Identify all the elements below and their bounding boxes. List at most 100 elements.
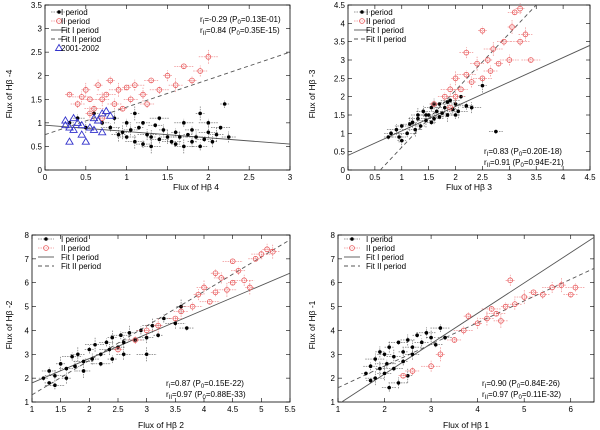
y-tick-label: 3 [341,56,346,65]
point-period1 [156,333,160,338]
point-period2 [512,301,518,307]
point-period2 [119,105,126,112]
x-tick-label: 2 [453,173,458,182]
point-period1 [64,376,69,380]
point-2001-2002 [101,106,111,115]
point-period2 [144,101,150,107]
point-period1 [413,127,418,132]
point-period1 [127,331,132,335]
point-2001-2002 [65,123,74,131]
point-period2 [206,298,213,305]
point-period1 [480,83,485,88]
point-period2 [269,248,276,255]
legend-hb2: I period II period Fit I period Fit II p… [61,235,101,271]
point-period1 [110,357,115,361]
point-period1 [153,123,158,128]
point-period1 [424,331,429,335]
point-2001-2002 [81,137,91,145]
point-period1 [368,378,373,383]
legend-label-period2: II period [61,17,90,26]
point-period1 [437,115,442,119]
point-period1 [190,139,194,144]
point-period1 [141,142,145,146]
point-period1 [124,135,129,139]
point-period1 [93,342,97,347]
point-period2 [463,71,470,78]
point-period2 [488,306,495,312]
point-period1 [99,352,103,357]
point-period1 [385,362,389,366]
x-tick-label: 3.5 [170,405,182,414]
x-tick-label: 5 [522,405,527,414]
plot-marks-hb1: 1 2 3 4 5 6 1 2 3 4 5 6 7 8 [331,231,595,414]
point-period2 [400,372,406,379]
point-period1 [41,376,46,380]
x-tick-label: 2 [87,405,92,414]
point-period1 [434,109,439,114]
point-period2 [235,267,242,274]
point-period2 [517,5,523,12]
point-period2 [189,303,196,310]
y-tick-label: 2 [331,374,336,383]
x-tick-label: 1.5 [55,405,67,414]
legend-label-period2: II period [366,17,395,26]
point-period1 [210,139,215,144]
point-period2 [409,368,416,374]
y-tick-label: 4 [331,326,336,335]
point-period1 [437,102,442,106]
point-period1 [410,345,415,349]
point-2001-2002 [89,113,99,122]
point-period1 [110,335,115,340]
y-tick-label: 6 [25,279,30,288]
legend-label-period1: I period [61,235,88,244]
point-period2 [487,68,494,74]
point-period2 [507,277,514,284]
point-period1 [401,359,405,364]
point-period1 [87,347,92,352]
point-period1 [453,102,458,106]
point-period2 [567,291,574,298]
point-period1 [133,338,137,342]
point-period2 [148,77,154,84]
point-period2 [458,86,464,93]
point-period1 [464,104,469,108]
point-period1 [433,342,438,347]
point-period1 [53,383,57,388]
point-period1 [75,116,80,120]
point-period2 [252,256,259,262]
point-period2 [229,258,236,265]
point-period2 [511,9,518,16]
point-period1 [177,135,182,139]
point-period2 [195,291,202,298]
x-tick-label: 4 [561,173,566,182]
legend-label-fit1: Fit I period [61,253,99,262]
x-axis-label-hb2: Flux of Hβ 2 [138,420,184,430]
point-period1 [128,128,133,132]
plot-marks-hb2: 1 1.5 2 2.5 3 3.5 4 4.5 5 5.5 1 2 3 4 5 6 7 8 [25,231,297,414]
point-period2 [229,279,236,286]
point-period2 [474,320,481,327]
point-period2 [509,24,515,30]
point-period2 [178,308,184,315]
y-tick-label: 2 [38,72,43,81]
point-period2 [468,79,475,85]
point-period2 [264,246,270,253]
point-period1 [429,335,433,340]
legend-marker-period2 [56,18,62,24]
x-tick-label: 1 [124,173,129,182]
point-period1 [443,335,447,340]
point-period1 [429,120,434,125]
point-period1 [397,135,401,139]
legend-marker-period2 [43,245,49,251]
y-tick-label: 0.5 [31,142,43,151]
point-period1 [364,371,368,376]
point-period2 [572,284,579,291]
legend-marker-period2 [349,245,355,251]
point-period1 [70,354,74,359]
panel-hb2: 1 1.5 2 2.5 3 3.5 4 4.5 5 5.5 1 2 3 4 5 6 7 8 Flux of Hβ … [4,231,296,430]
point-period2 [74,101,81,107]
y-tick-label: 7 [25,255,30,264]
point-period1 [408,122,412,126]
point-period1 [469,105,474,110]
point-period1 [378,350,382,354]
